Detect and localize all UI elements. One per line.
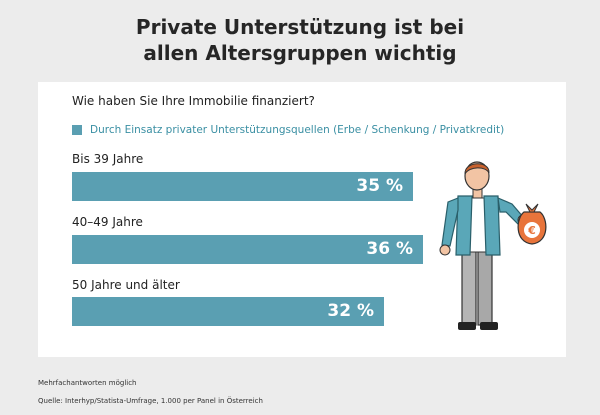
jacket-left: [455, 195, 473, 256]
left-leg: [461, 249, 477, 326]
legend-swatch: [72, 125, 82, 135]
category-label: 50 Jahre und älter: [72, 278, 180, 292]
category-label: 40–49 Jahre: [72, 215, 143, 229]
left-arm: [441, 197, 459, 247]
legend: Durch Einsatz privater Unterstützungsque…: [72, 124, 504, 136]
title-line-1: Private Unterstützung ist bei: [135, 15, 465, 39]
person-with-money-bag-illustration: €: [439, 161, 547, 330]
footnote: Mehrfachantworten möglich: [38, 379, 137, 387]
right-shoe: [480, 322, 498, 330]
hair: [464, 163, 490, 176]
source-note: Quelle: Interhyp/Statista-Umfrage, 1.000…: [38, 397, 263, 405]
euro-coin: [524, 222, 540, 238]
bar-value-label: 32 %: [327, 301, 374, 321]
bar: 35 %: [72, 172, 413, 201]
survey-question: Wie haben Sie Ihre Immobilie finanziert?: [72, 94, 315, 108]
jacket-right: [483, 195, 501, 256]
left-hand: [439, 244, 451, 256]
bar-value-label: 36 %: [366, 239, 413, 259]
title-line-2: allen Altersgruppen wichtig: [143, 41, 457, 65]
category-label: Bis 39 Jahre: [72, 152, 144, 166]
bar-value-label: 35 %: [356, 176, 403, 196]
bar: 32 %: [72, 297, 384, 326]
money-bag-top: [525, 203, 539, 213]
page-title: Private Unterstützung ist bei allen Alte…: [0, 14, 600, 66]
euro-sign: €: [527, 224, 536, 237]
bar: 36 %: [72, 235, 423, 264]
left-shoe: [458, 322, 476, 330]
legend-label: Durch Einsatz privater Unterstützungsque…: [90, 124, 505, 136]
right-leg: [477, 249, 493, 326]
